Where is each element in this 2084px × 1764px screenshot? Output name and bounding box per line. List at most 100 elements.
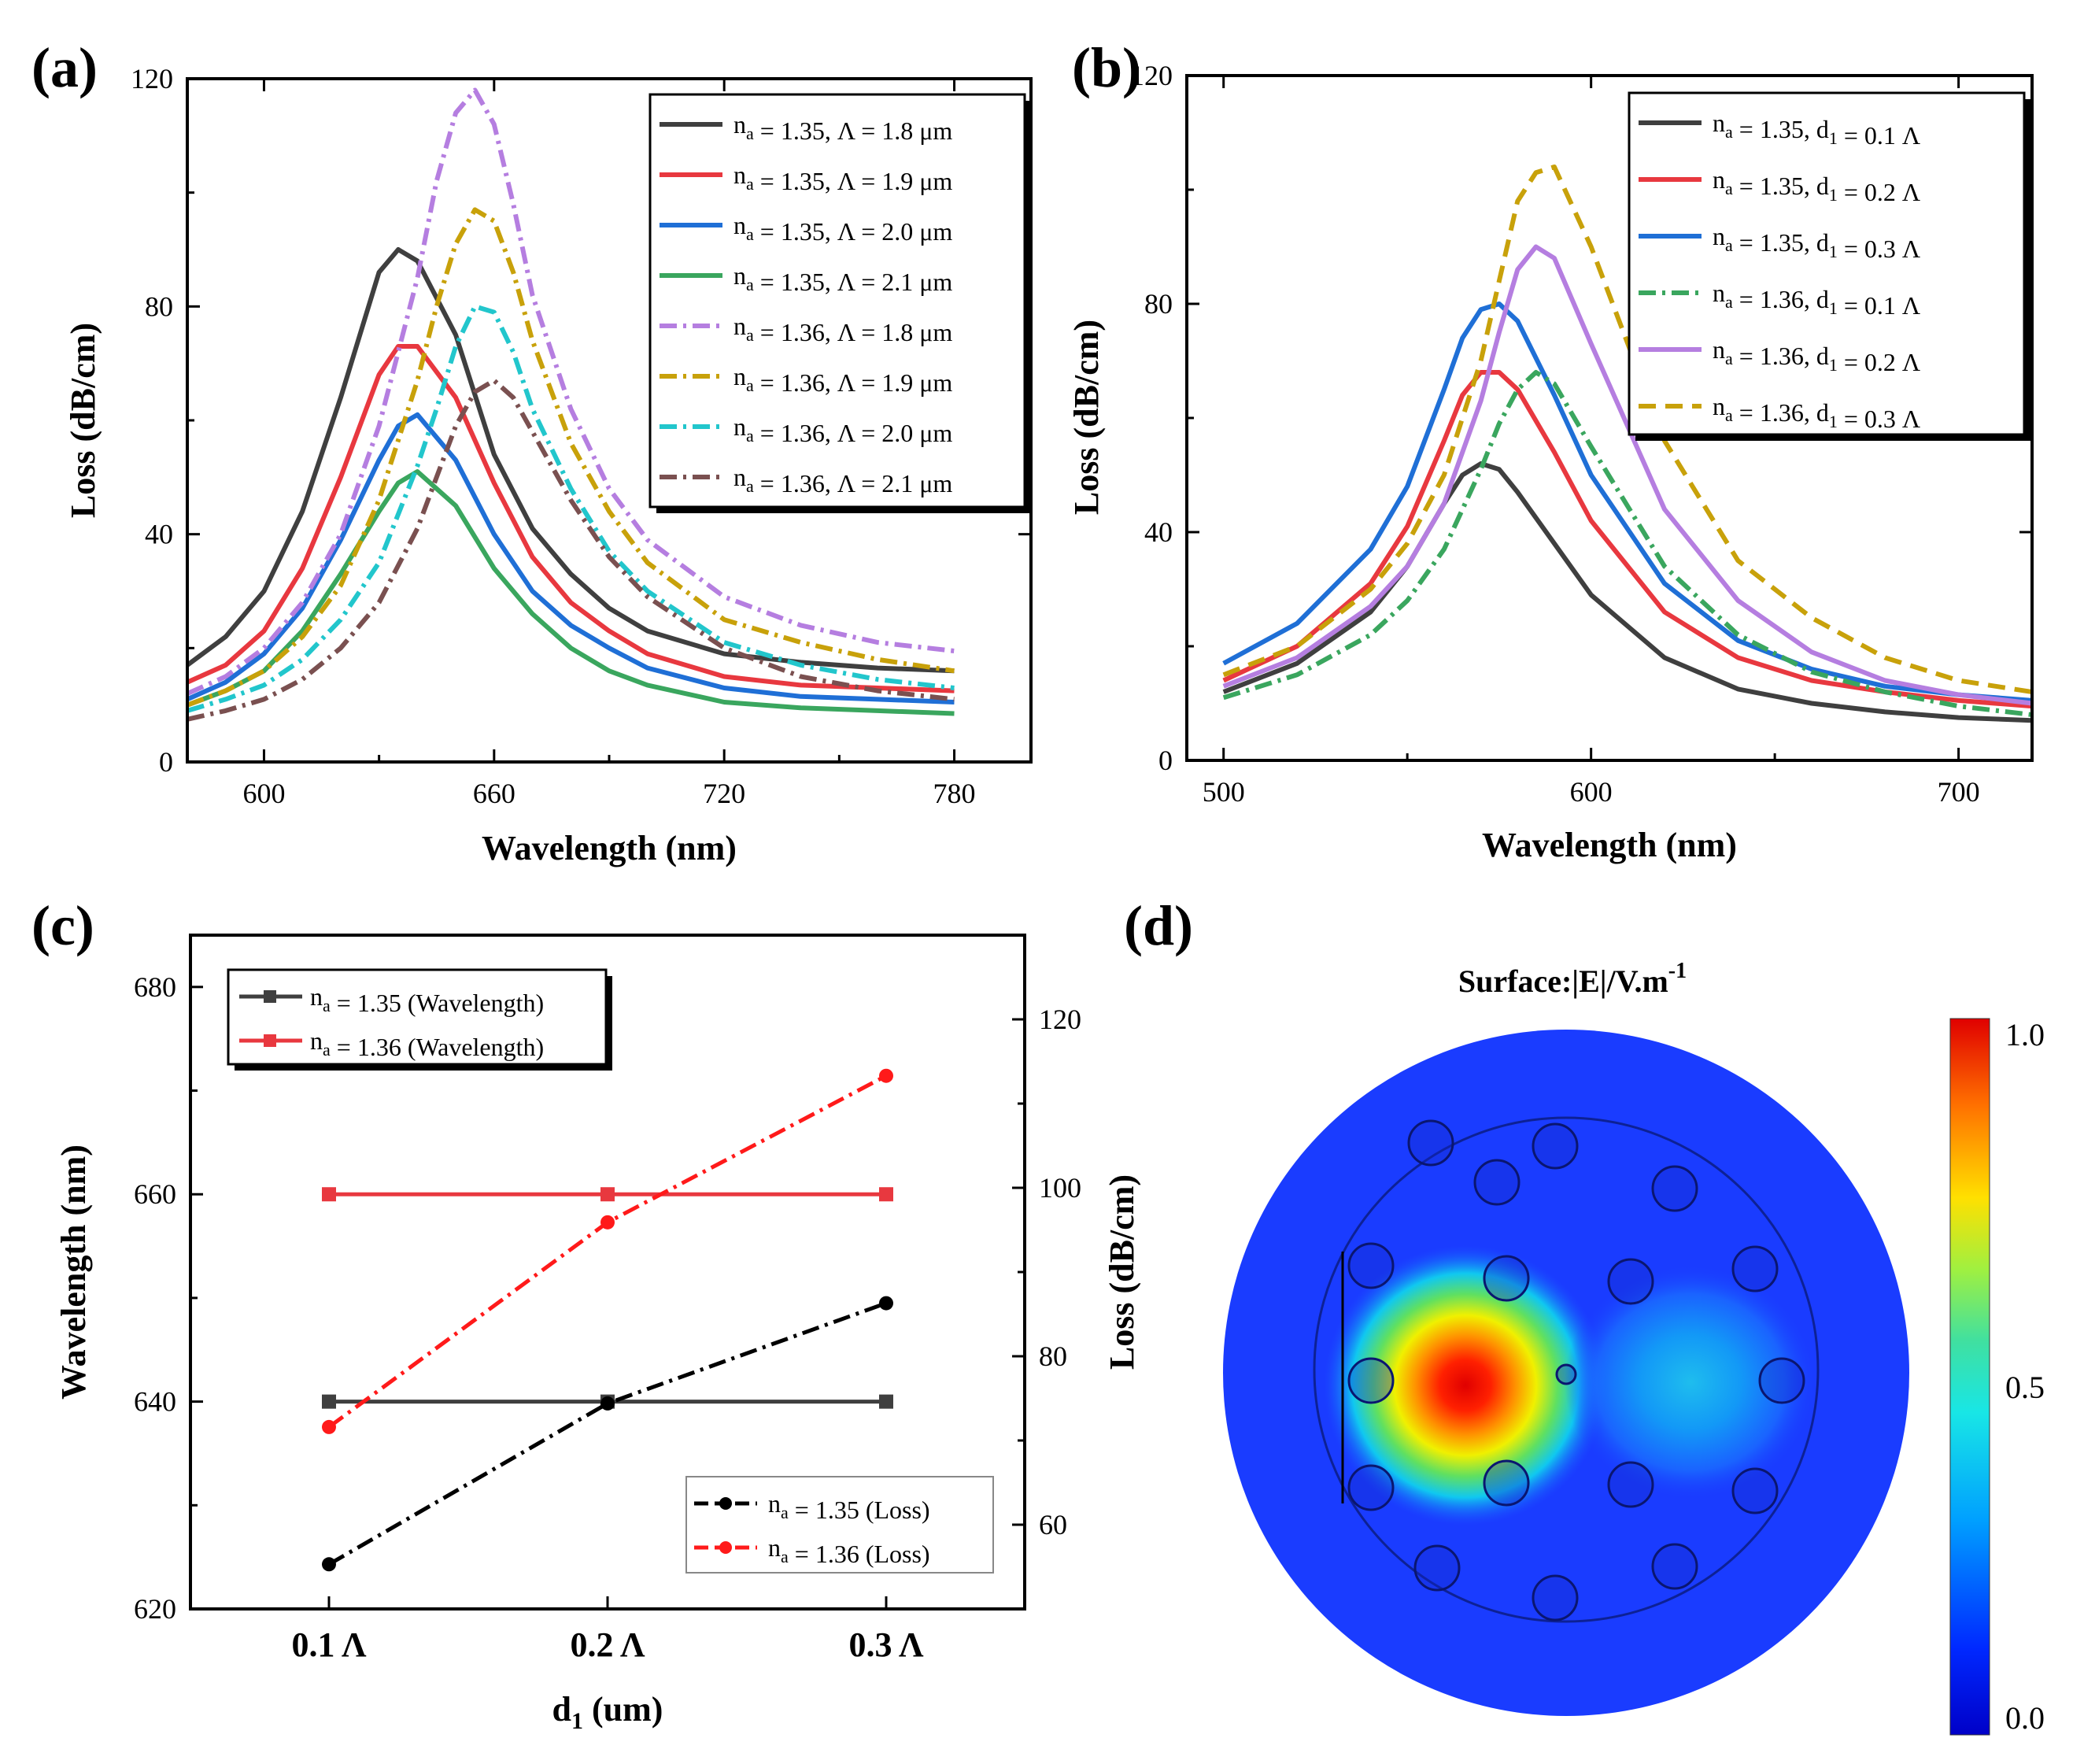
legend-text-part: = 0.3 Λ	[1838, 405, 1920, 433]
x-tick-label: 700	[1938, 776, 1980, 808]
y-tick-label: 120	[131, 63, 173, 94]
air-hole-17	[1532, 1574, 1579, 1622]
field-map-title-text: Surface:|E|/V.m	[1458, 963, 1668, 999]
legend-text-part: = 1.36 (Loss)	[789, 1540, 930, 1568]
legend-label: na = 1.35, Λ = 2.1 μm	[733, 261, 952, 296]
legend-label: na = 1.35, Λ = 2.0 μm	[733, 211, 952, 246]
legend-marker	[719, 1541, 732, 1554]
series-line-7	[187, 304, 955, 713]
legend-text-base: n	[733, 261, 746, 290]
air-hole-18	[1651, 1543, 1698, 1590]
legend-text-base: n	[733, 110, 746, 139]
legend-text-part: = 1.36, Λ = 2.0 μm	[754, 419, 953, 447]
series-line-2	[1222, 370, 2032, 709]
series-line-5	[187, 87, 955, 696]
field-map-title-sup: -1	[1668, 959, 1687, 983]
x-tick-label: 600	[242, 778, 285, 809]
legend-text-sub: a	[1725, 122, 1733, 142]
air-hole-8	[1731, 1245, 1779, 1292]
legend-text-sub: a	[746, 124, 754, 143]
air-hole-9	[1347, 1357, 1395, 1404]
x-tick-label: 0.1 Λ	[291, 1625, 367, 1664]
y-tick-label-right: 120	[1039, 1004, 1081, 1035]
chart-panel-a: 600 660 720 780 0 40 80 120 Wavelength (nm) Los…	[64, 63, 1033, 867]
legend-text-part: = 1.36,	[1733, 285, 1816, 313]
legend-text-base: n	[733, 211, 746, 239]
legend-label: na = 1.36 (Wavelength)	[310, 1026, 544, 1061]
legend-label: na = 1.36, d1 = 0.3 Λ	[1713, 392, 1920, 433]
legend-text-part: = 1.35 (Wavelength)	[331, 989, 544, 1017]
x-tick-label: 780	[933, 778, 976, 809]
x-tick-label: 720	[703, 778, 745, 809]
y-tick-label: 0	[1158, 745, 1173, 776]
x-axis-title-c: d1 (um)	[552, 1690, 663, 1734]
air-hole-3	[1651, 1165, 1698, 1212]
legend-text-base: n	[733, 362, 746, 390]
y-tick-label: 40	[145, 519, 173, 550]
legend-text-part: = 0.1 Λ	[1838, 121, 1920, 150]
colorbar-label-mid: 0.5	[2005, 1370, 2045, 1405]
legend-label: na = 1.35 (Loss)	[768, 1489, 930, 1524]
legend-label: na = 1.35, d1 = 0.1 Λ	[1713, 109, 1920, 150]
legend-text-part: = 1.35, Λ = 2.0 μm	[754, 217, 953, 246]
air-hole-12	[1347, 1464, 1395, 1511]
legend-text-part: = 1.35, Λ = 1.9 μm	[754, 167, 953, 195]
panel-label-c: (c)	[31, 894, 94, 957]
legend-text-sub: a	[1725, 349, 1733, 368]
fiber-inner-ring	[1313, 1116, 1820, 1623]
panel-label-a: (a)	[31, 36, 98, 99]
wavelength-marker	[879, 1394, 893, 1409]
legend-marker	[264, 990, 276, 1003]
legend-text-part: = 1.36,	[1733, 342, 1816, 370]
legend-label: na = 1.35, Λ = 1.9 μm	[733, 161, 952, 195]
legend-label: na = 1.35, d1 = 0.2 Λ	[1713, 165, 1920, 206]
legend-text-base: n	[1713, 392, 1725, 420]
legend-text-sub: a	[1725, 292, 1733, 312]
y-tick-label: 80	[1144, 288, 1173, 320]
legend-label: na = 1.36 (Loss)	[768, 1533, 930, 1568]
legend-text-part: = 1.35 (Loss)	[789, 1496, 930, 1524]
legend-text-base: d	[1816, 115, 1829, 143]
legend-text-sub: 1	[1829, 355, 1838, 375]
loss-marker	[879, 1068, 893, 1083]
legend-text-base: n	[733, 412, 746, 441]
series-line-5	[1222, 244, 2032, 706]
legend-text-part: = 1.35,	[1733, 172, 1816, 200]
legend-text-part: = 0.2 Λ	[1838, 348, 1920, 376]
wavelength-marker	[322, 1394, 336, 1409]
legend-box	[685, 1476, 994, 1574]
x-axis-title-b: Wavelength (nm)	[1482, 826, 1737, 864]
y-tick-label-left: 680	[134, 971, 176, 1003]
legend-text-sub: a	[746, 275, 754, 294]
legend-text-part: = 1.36,	[1733, 398, 1816, 427]
legend-text-sub: a	[1725, 235, 1733, 255]
loss-marker	[322, 1557, 336, 1572]
air-hole-7	[1607, 1258, 1654, 1305]
legend-text-base: n	[1713, 222, 1725, 250]
y-tick-label-left: 640	[134, 1386, 176, 1418]
legend-text-base: n	[768, 1533, 781, 1562]
legend-text-sub: 1	[1829, 298, 1838, 318]
chart-panel-c: 0.1 Λ 0.2 Λ 0.3 Λ 620 640 660 680 60 80 100 120 d1…	[54, 934, 1141, 1734]
air-hole-2	[1532, 1122, 1579, 1170]
x-tick-label: 600	[1570, 776, 1613, 808]
legend-text-base: d	[1816, 285, 1829, 313]
field-map-title: Surface:|E|/V.m-1	[1458, 959, 1687, 999]
legend-text-base: d	[1816, 228, 1829, 257]
legend-label: na = 1.36, d1 = 0.2 Λ	[1713, 335, 1920, 376]
legend-label: na = 1.36, d1 = 0.1 Λ	[1713, 279, 1920, 320]
legend-text-base: n	[310, 982, 323, 1011]
series-line-4	[187, 469, 955, 716]
legend-c-wavelength: na = 1.35 (Wavelength)na = 1.36 (Wavelen…	[227, 968, 612, 1071]
y-tick-label-left: 620	[134, 1593, 176, 1625]
y-axis-title-b: Loss (dB/cm)	[1067, 320, 1106, 515]
legend-text-sub: a	[1725, 405, 1733, 425]
legend-text-sub: a	[746, 174, 754, 194]
y-tick-label: 80	[145, 290, 173, 322]
legend-text-base: n	[733, 463, 746, 491]
y-axis-title-c-right: Loss (dB/cm)	[1103, 1174, 1141, 1370]
wavelength-marker	[600, 1187, 615, 1202]
legend-text-sub: a	[746, 375, 754, 395]
legend-c-loss: na = 1.35 (Loss) na = 1.36 (Loss)	[685, 1476, 994, 1574]
